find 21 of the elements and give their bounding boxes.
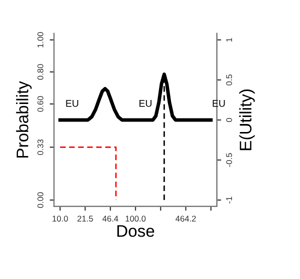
annotation: EU (66, 100, 78, 107)
y-tick-label: 0.33 (37, 139, 44, 155)
x-axis-title: Dose (117, 225, 154, 237)
y2-tick-label: 0.5 (226, 74, 232, 86)
y-tick-label: 0.00 (37, 192, 44, 208)
y-tick-label: 1.00 (37, 32, 44, 48)
x-tick-label: 21.5 (77, 216, 93, 222)
x-tick-label: 100.0 (126, 216, 146, 222)
x-tick-label: 10.0 (52, 216, 68, 222)
x-tick-label: 46.4 (102, 216, 118, 222)
y2-tick-label: -1 (226, 196, 232, 204)
y2-tick-label: -0.5 (226, 153, 232, 167)
y2-tick-label: 0 (226, 118, 232, 122)
y-tick-label: 0.80 (37, 64, 44, 80)
annotation: EU (140, 100, 152, 107)
y-tick-label: 0.60 (37, 96, 44, 112)
y-axis-title: Probability (16, 81, 32, 158)
x-tick-label: 464.2 (176, 216, 196, 222)
y2-tick-label: 1 (226, 38, 232, 42)
y2-axis-title: E(Utility) (239, 90, 255, 150)
annotation: EU (212, 100, 225, 107)
